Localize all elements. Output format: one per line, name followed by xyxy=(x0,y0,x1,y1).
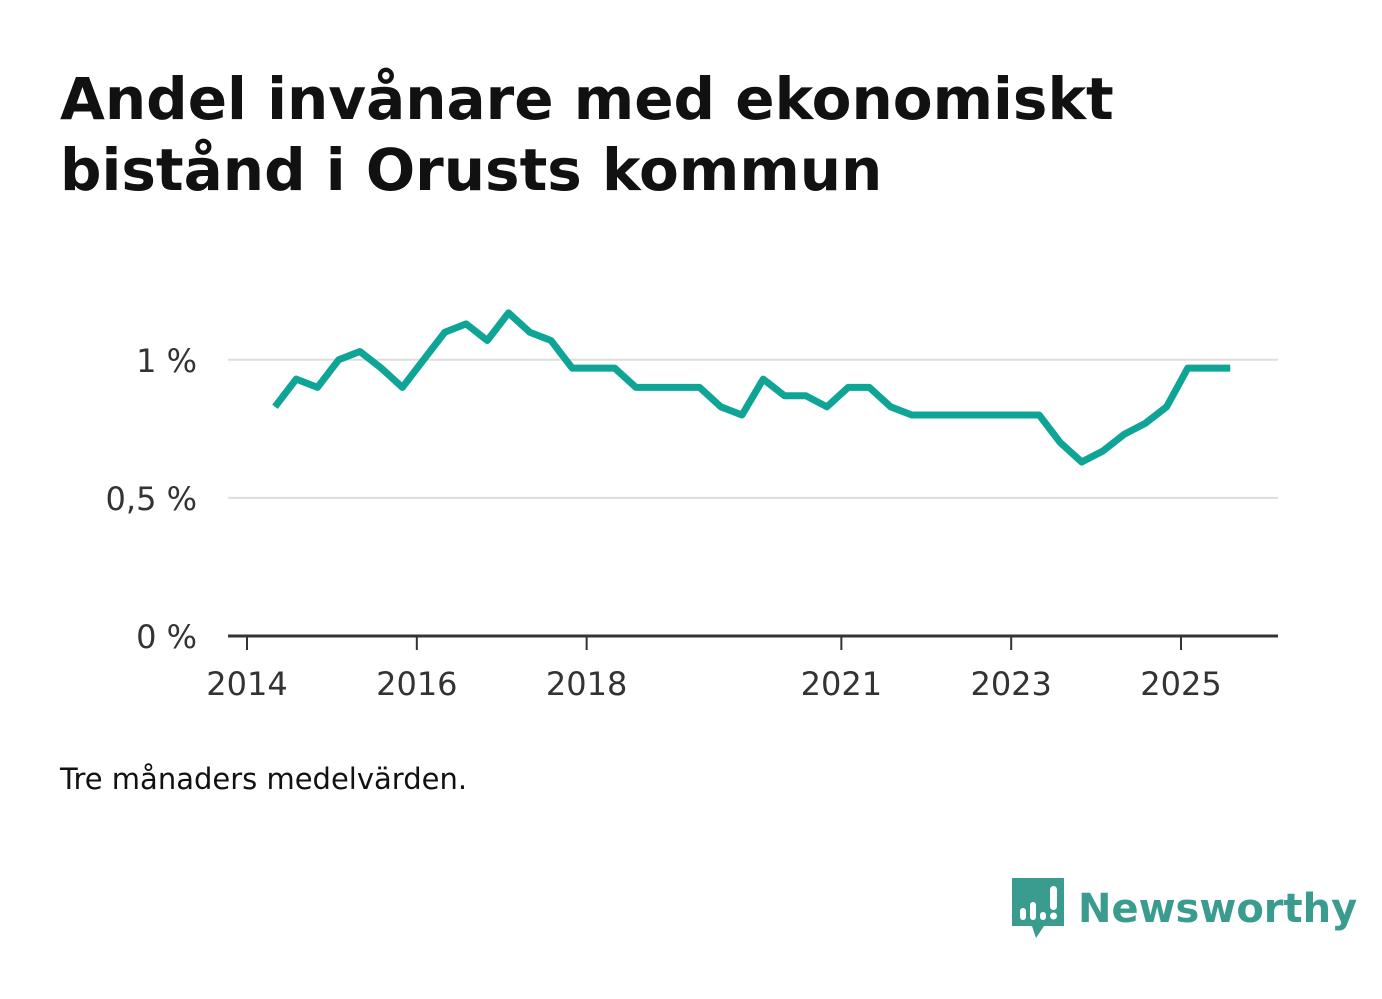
data-point xyxy=(444,331,446,333)
data-point xyxy=(677,386,679,388)
x-tick-label: 2016 xyxy=(376,665,457,703)
data-point xyxy=(720,406,722,408)
x-tick-label: 2023 xyxy=(970,665,1051,703)
data-point xyxy=(359,351,361,353)
chart-title: Andel invånare med ekonomiskt bistånd i … xyxy=(60,65,1114,204)
data-point xyxy=(996,414,998,416)
data-points xyxy=(274,312,1231,463)
data-point xyxy=(465,323,467,325)
brand-name: Newsworthy xyxy=(1078,886,1358,932)
data-point xyxy=(1208,367,1210,369)
y-tick-label: 0 % xyxy=(136,618,197,656)
data-point xyxy=(1017,414,1019,416)
data-point xyxy=(295,378,297,380)
data-point xyxy=(1081,461,1083,463)
data-point xyxy=(635,386,637,388)
data-point xyxy=(316,386,318,388)
data-point xyxy=(1144,422,1146,424)
data-point xyxy=(529,331,531,333)
data-point xyxy=(762,378,764,380)
data-point xyxy=(1187,367,1189,369)
data-point xyxy=(1038,414,1040,416)
data-point xyxy=(911,414,913,416)
data-point xyxy=(847,386,849,388)
y-axis-ticks: 0 % 0,5 % 1 % xyxy=(106,342,197,656)
grid-lines xyxy=(228,358,1278,499)
data-point xyxy=(953,414,955,416)
bar-chart-speech-bubble-icon xyxy=(1012,878,1064,938)
data-point xyxy=(805,395,807,397)
y-tick-label: 0,5 % xyxy=(106,480,197,518)
data-point xyxy=(486,339,488,341)
x-tick-label: 2014 xyxy=(206,665,287,703)
data-point xyxy=(975,414,977,416)
data-point xyxy=(423,359,425,361)
data-point xyxy=(783,395,785,397)
data-point xyxy=(699,386,701,388)
x-axis-ticks: 2014 2016 2018 2021 2023 2025 xyxy=(206,636,1222,703)
x-tick-label: 2018 xyxy=(546,665,627,703)
data-point xyxy=(890,406,892,408)
data-point xyxy=(380,367,382,369)
x-tick-label: 2025 xyxy=(1140,665,1221,703)
data-point xyxy=(932,414,934,416)
series-line-andel xyxy=(272,309,1231,466)
data-point xyxy=(1229,367,1231,369)
data-point xyxy=(614,367,616,369)
x-tick-label: 2021 xyxy=(801,665,882,703)
data-point xyxy=(274,406,276,408)
data-point xyxy=(868,386,870,388)
brand-logo: Newsworthy xyxy=(1010,876,1357,942)
data-point xyxy=(338,359,340,361)
data-point xyxy=(550,339,552,341)
data-point xyxy=(508,312,510,314)
y-tick-label: 1 % xyxy=(136,342,197,380)
data-point xyxy=(401,386,403,388)
data-point xyxy=(592,367,594,369)
data-point xyxy=(1102,450,1104,452)
data-point xyxy=(571,367,573,369)
data-point xyxy=(1166,406,1168,408)
chart-note: Tre månaders medelvärden. xyxy=(60,762,468,796)
data-point xyxy=(741,414,743,416)
data-point xyxy=(1059,442,1061,444)
data-point xyxy=(656,386,658,388)
data-point xyxy=(826,406,828,408)
data-point xyxy=(1123,433,1125,435)
